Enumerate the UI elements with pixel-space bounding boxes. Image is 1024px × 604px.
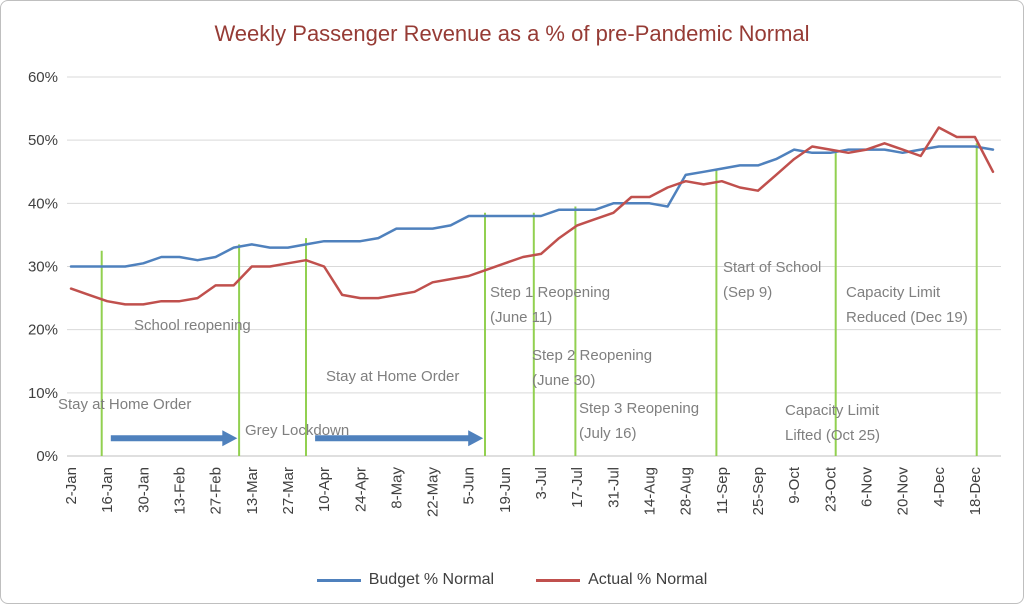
legend-item-actual: Actual % Normal: [536, 571, 707, 589]
x-tick-label: 11-Sep: [714, 467, 731, 514]
y-tick-label: 50%: [28, 132, 58, 149]
x-tick-label: 8-May: [388, 467, 405, 509]
actual-legend-label: Actual % Normal: [588, 571, 708, 588]
x-tick-label: 17-Jul: [569, 467, 586, 508]
x-tick-label: 16-Jan: [99, 467, 116, 513]
x-tick-label: 2-Jan: [63, 467, 80, 505]
x-tick-label: 14-Aug: [642, 467, 659, 515]
x-tick-label: 5-Jun: [461, 467, 478, 505]
budget-line-swatch: [316, 578, 361, 582]
x-tick-label: 9-Oct: [786, 466, 803, 504]
x-tick-label: 22-May: [425, 467, 442, 518]
x-tick-label: 27-Mar: [280, 467, 297, 515]
x-tick-label: 13-Mar: [244, 467, 261, 515]
y-tick-label: 60%: [28, 69, 58, 86]
y-tick-label: 30%: [28, 259, 58, 276]
legend-item-budget: Budget % Normal: [316, 571, 495, 589]
x-tick-label: 10-Apr: [316, 467, 333, 512]
x-tick-label: 31-Jul: [605, 467, 622, 508]
x-tick-label: 4-Dec: [931, 467, 948, 508]
x-tick-label: 19-Jun: [497, 467, 514, 513]
arrow-head-icon: [222, 430, 238, 447]
x-tick-label: 20-Nov: [895, 467, 912, 516]
y-tick-label: 40%: [28, 195, 58, 212]
x-tick-label: 18-Dec: [967, 467, 984, 516]
arrow-head-icon: [468, 430, 484, 447]
legend: Budget % Normal Actual % Normal: [1, 571, 1023, 589]
x-tick-label: 6-Nov: [859, 467, 876, 508]
x-tick-label: 23-Oct: [822, 466, 839, 512]
x-tick-label: 28-Aug: [678, 467, 695, 515]
actual-series-line: [69, 126, 995, 306]
x-tick-label: 27-Feb: [208, 467, 225, 515]
x-tick-label: 13-Feb: [172, 467, 189, 515]
x-tick-label: 3-Jul: [533, 467, 550, 500]
x-tick-label: 24-Apr: [352, 467, 369, 512]
y-tick-label: 0%: [36, 448, 58, 465]
chart-title: Weekly Passenger Revenue as a % of pre-P…: [214, 21, 810, 46]
budget-legend-label: Budget % Normal: [368, 571, 495, 588]
x-tick-label: 25-Sep: [750, 467, 767, 515]
budget-series-line: [69, 145, 995, 268]
x-tick-label: 30-Jan: [135, 467, 152, 513]
y-tick-label: 20%: [28, 322, 58, 339]
actual-line-swatch: [536, 578, 581, 582]
y-tick-label: 10%: [28, 385, 58, 402]
